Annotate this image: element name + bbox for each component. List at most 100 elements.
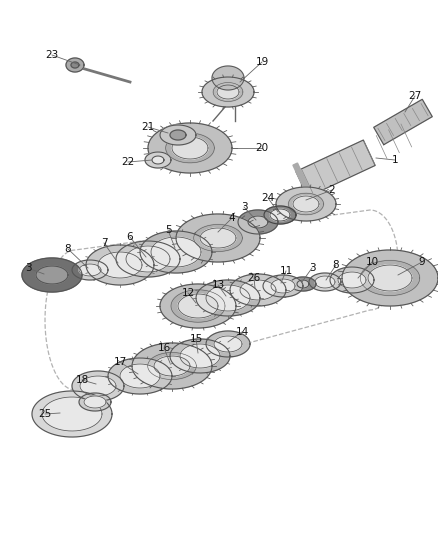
Polygon shape xyxy=(66,58,84,72)
Text: 21: 21 xyxy=(141,122,155,132)
Text: 12: 12 xyxy=(181,288,194,298)
Polygon shape xyxy=(178,294,218,318)
Polygon shape xyxy=(176,214,260,262)
Polygon shape xyxy=(36,266,68,284)
Polygon shape xyxy=(194,224,242,252)
Text: 25: 25 xyxy=(39,409,52,419)
Text: 26: 26 xyxy=(247,273,261,283)
Text: 22: 22 xyxy=(121,157,134,167)
Polygon shape xyxy=(202,77,254,107)
Polygon shape xyxy=(217,85,239,99)
Polygon shape xyxy=(140,231,212,273)
Polygon shape xyxy=(132,343,212,389)
Text: 24: 24 xyxy=(261,193,275,203)
Polygon shape xyxy=(264,206,296,224)
Text: 5: 5 xyxy=(165,225,171,235)
Text: 10: 10 xyxy=(365,257,378,267)
Polygon shape xyxy=(71,62,79,68)
Text: 4: 4 xyxy=(229,213,235,223)
Polygon shape xyxy=(72,371,124,401)
Text: 18: 18 xyxy=(75,375,88,385)
Polygon shape xyxy=(79,393,111,411)
Text: 14: 14 xyxy=(235,327,249,337)
Text: 9: 9 xyxy=(419,257,425,267)
Polygon shape xyxy=(80,376,116,396)
Polygon shape xyxy=(145,152,171,168)
Text: 27: 27 xyxy=(408,91,422,101)
Polygon shape xyxy=(196,280,260,316)
Text: 7: 7 xyxy=(101,238,107,248)
Polygon shape xyxy=(276,187,336,221)
Text: 16: 16 xyxy=(157,343,171,353)
Polygon shape xyxy=(170,339,230,373)
Polygon shape xyxy=(315,276,335,288)
Polygon shape xyxy=(200,228,236,248)
Polygon shape xyxy=(293,196,319,212)
Text: 3: 3 xyxy=(309,263,315,273)
Polygon shape xyxy=(148,123,232,173)
Polygon shape xyxy=(200,228,236,248)
Polygon shape xyxy=(360,261,420,296)
Polygon shape xyxy=(172,137,208,159)
Polygon shape xyxy=(166,133,214,163)
Polygon shape xyxy=(270,209,290,221)
Polygon shape xyxy=(297,280,309,288)
Polygon shape xyxy=(79,264,101,276)
Text: 1: 1 xyxy=(392,155,398,165)
Polygon shape xyxy=(296,140,375,197)
Polygon shape xyxy=(98,252,142,278)
Polygon shape xyxy=(289,193,324,215)
Polygon shape xyxy=(32,391,112,437)
Polygon shape xyxy=(154,356,190,376)
Text: 11: 11 xyxy=(279,266,293,276)
Polygon shape xyxy=(271,279,295,293)
Polygon shape xyxy=(290,277,316,291)
Text: 3: 3 xyxy=(25,263,31,273)
Text: 3: 3 xyxy=(241,202,247,212)
Polygon shape xyxy=(154,356,190,376)
Polygon shape xyxy=(116,241,180,277)
Polygon shape xyxy=(374,99,432,144)
Text: 2: 2 xyxy=(328,185,336,195)
Polygon shape xyxy=(368,265,412,291)
Polygon shape xyxy=(238,210,278,234)
Polygon shape xyxy=(368,265,412,291)
Polygon shape xyxy=(263,275,303,297)
Polygon shape xyxy=(86,245,154,285)
Polygon shape xyxy=(170,130,186,140)
Polygon shape xyxy=(212,66,244,90)
Polygon shape xyxy=(151,237,201,267)
Polygon shape xyxy=(72,260,108,280)
Text: 20: 20 xyxy=(255,143,268,153)
Polygon shape xyxy=(293,196,319,212)
Polygon shape xyxy=(152,156,164,164)
Text: 17: 17 xyxy=(113,357,127,367)
Text: 8: 8 xyxy=(333,260,339,270)
Polygon shape xyxy=(120,364,160,388)
Polygon shape xyxy=(240,280,276,300)
Text: 13: 13 xyxy=(212,280,225,290)
Polygon shape xyxy=(330,267,374,293)
Polygon shape xyxy=(180,344,220,368)
Polygon shape xyxy=(230,274,286,306)
Polygon shape xyxy=(148,352,196,379)
Polygon shape xyxy=(342,250,438,306)
Polygon shape xyxy=(248,216,268,228)
Polygon shape xyxy=(309,273,341,291)
Polygon shape xyxy=(42,397,102,431)
Polygon shape xyxy=(213,83,243,101)
Polygon shape xyxy=(206,285,250,311)
Text: 19: 19 xyxy=(255,57,268,67)
Polygon shape xyxy=(214,336,242,352)
Polygon shape xyxy=(160,284,236,328)
Text: 8: 8 xyxy=(65,244,71,254)
Polygon shape xyxy=(172,137,208,159)
Polygon shape xyxy=(108,358,172,394)
Polygon shape xyxy=(206,331,250,357)
Text: 15: 15 xyxy=(189,334,203,344)
Polygon shape xyxy=(84,396,106,408)
Polygon shape xyxy=(293,163,315,203)
Polygon shape xyxy=(126,246,170,272)
Polygon shape xyxy=(171,290,225,322)
Polygon shape xyxy=(22,258,82,292)
